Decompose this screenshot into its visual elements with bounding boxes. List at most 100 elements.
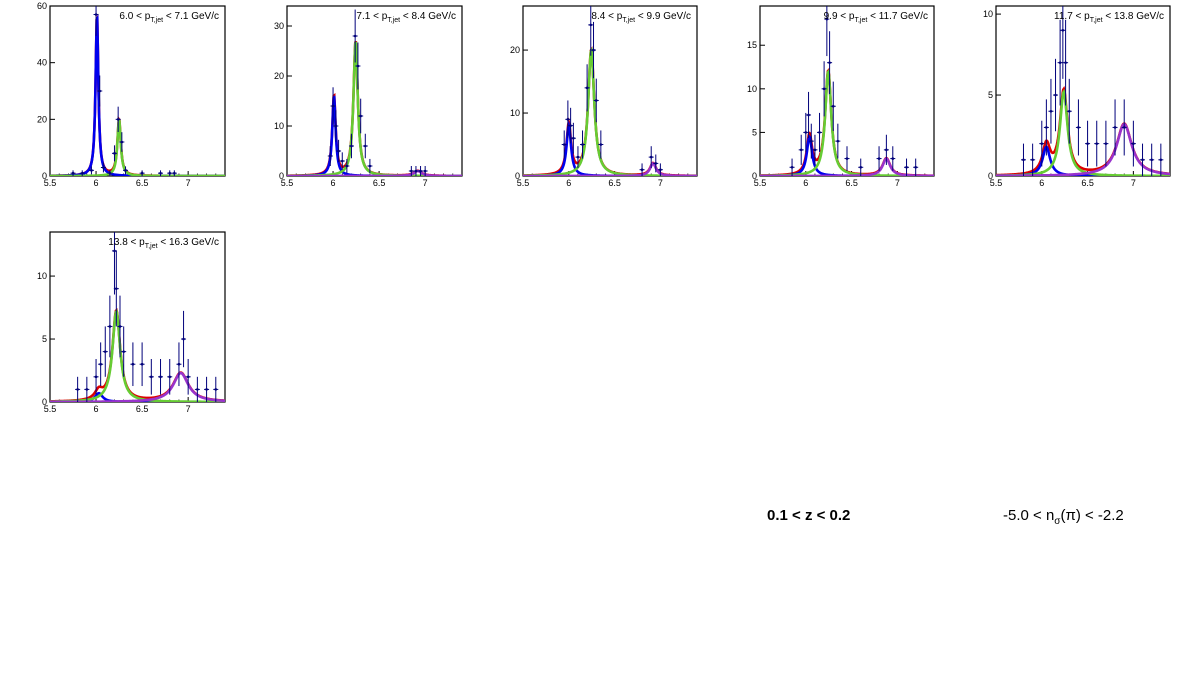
data-point — [413, 166, 419, 176]
data-point — [1158, 143, 1164, 176]
data-point — [330, 87, 336, 125]
plot-area — [50, 232, 225, 402]
data-point — [835, 123, 841, 159]
data-point — [70, 170, 76, 176]
data-point — [194, 376, 200, 402]
y-tick-label: 10 — [274, 121, 284, 131]
panel-title-post: < 7.1 GeV/c — [163, 11, 219, 22]
panel-title-post: < 9.9 GeV/c — [635, 11, 691, 22]
panel-title-sub: T,jet — [1090, 17, 1103, 24]
data-marker — [885, 148, 888, 152]
data-point — [75, 376, 81, 402]
data-point — [422, 166, 428, 176]
data-point — [1149, 143, 1155, 176]
data-marker — [1067, 109, 1071, 113]
data-marker — [113, 152, 116, 155]
data-marker — [173, 171, 176, 175]
nsigma-label-sub: σ — [1054, 516, 1061, 527]
data-point — [93, 6, 99, 36]
data-marker — [1040, 142, 1044, 145]
panel-title-pre: 6.0 < p — [119, 11, 150, 22]
data-point — [904, 158, 910, 176]
data-marker — [182, 337, 185, 341]
data-point — [333, 110, 339, 142]
data-point — [123, 166, 129, 175]
x-tick-label: 6.5 — [373, 178, 386, 188]
data-marker — [1095, 142, 1099, 145]
data-point — [1094, 120, 1100, 167]
data-point — [1048, 78, 1054, 144]
panel-title-post: < 16.3 GeV/c — [158, 237, 219, 248]
x-tick-label: 5.5 — [44, 178, 57, 188]
data-marker — [331, 104, 335, 108]
data-marker — [1086, 142, 1089, 145]
panel-title-post: < 11.7 GeV/c — [867, 11, 928, 22]
data-marker — [124, 169, 127, 172]
data-marker — [585, 86, 589, 90]
data-marker — [196, 388, 199, 391]
data-point — [100, 162, 106, 173]
data-point — [213, 376, 219, 402]
y-tick-label: 0 — [42, 397, 47, 407]
data-marker — [809, 139, 813, 143]
data-marker — [214, 388, 218, 391]
y-tick-label: 30 — [274, 21, 284, 31]
panel-title-post: < 13.8 GeV/c — [1103, 11, 1164, 22]
data-marker — [113, 249, 116, 253]
nsigma-range-label: -5.0 < nσ(π) < -2.2 — [1003, 507, 1124, 527]
data-marker — [205, 388, 208, 391]
data-marker — [359, 114, 362, 118]
panel-title-sub: T,jet — [387, 17, 400, 24]
data-marker — [576, 155, 580, 159]
data-marker — [1104, 142, 1108, 145]
data-marker — [186, 375, 190, 379]
peak-fit-curve-2 — [50, 309, 225, 402]
x-tick-label: 7 — [423, 178, 428, 188]
data-marker — [419, 169, 422, 173]
data-point — [1053, 58, 1059, 132]
data-point — [115, 106, 121, 133]
data-point — [648, 146, 654, 169]
data-marker — [831, 104, 835, 108]
y-tick-label: 10 — [510, 108, 520, 118]
data-marker — [1150, 158, 1153, 162]
data-point — [653, 154, 659, 173]
data-point — [98, 342, 104, 387]
data-marker — [813, 148, 817, 152]
data-point — [639, 163, 645, 176]
data-marker — [118, 325, 122, 328]
peak-fit-curve-3 — [523, 161, 697, 176]
data-point — [883, 134, 889, 165]
data-point — [821, 61, 827, 117]
data-point — [119, 132, 125, 152]
y-tick-label: 20 — [274, 71, 284, 81]
data-point — [824, 6, 830, 57]
y-tick-label: 10 — [983, 9, 993, 19]
data-marker — [807, 113, 810, 117]
data-point — [806, 91, 812, 139]
data-marker — [845, 157, 849, 160]
x-tick-label: 5.5 — [754, 178, 767, 188]
y-tick-label: 10 — [747, 84, 757, 94]
chart-panel-4: 5.5 6 6.5 7 0 5 10 15 9.9 < pT,jet < 11.7 GeV/c — [747, 5, 935, 188]
total-fit-curve — [50, 13, 225, 176]
data-marker — [168, 375, 172, 379]
peak-fit-curve-1 — [287, 95, 462, 176]
y-tick-label: 0 — [42, 171, 47, 181]
data-marker — [120, 140, 124, 144]
data-point — [352, 9, 358, 63]
data-point — [565, 100, 571, 139]
data-point — [1121, 99, 1127, 156]
data-point — [858, 158, 864, 176]
data-point — [913, 158, 919, 176]
data-point — [830, 81, 836, 131]
data-marker — [328, 154, 332, 158]
data-point — [1103, 120, 1109, 167]
data-point — [1063, 19, 1069, 106]
plot-area — [287, 9, 462, 176]
data-marker — [131, 362, 135, 366]
peak-fit-curve-3 — [760, 157, 934, 176]
data-point — [167, 170, 173, 176]
data-point — [789, 158, 795, 176]
panel-title: 11.7 < pT,jet < 13.8 GeV/c — [1054, 11, 1164, 24]
